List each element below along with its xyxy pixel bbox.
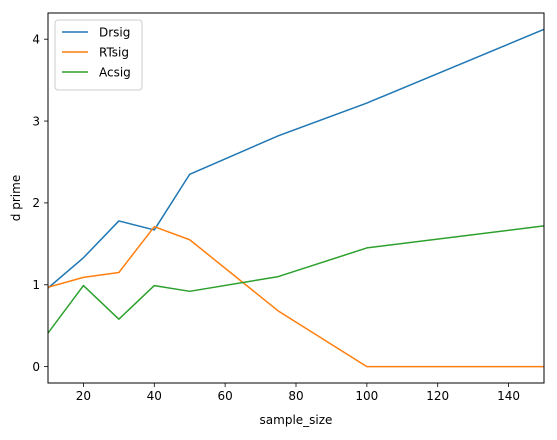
y-tick-label: 1 [32, 278, 40, 292]
x-tick-label: 40 [147, 389, 162, 403]
y-axis-label: d prime [9, 175, 23, 221]
legend-label-rtsig: RTsig [99, 46, 129, 60]
series-line-acsig [48, 225, 544, 334]
x-tick-label: 20 [76, 389, 91, 403]
x-tick-label: 100 [355, 389, 378, 403]
y-tick-label: 4 [32, 32, 40, 46]
x-tick-label: 120 [426, 389, 449, 403]
legend-label-drsig: Drsig [99, 26, 130, 40]
series-layer [48, 28, 544, 368]
y-tick-label: 3 [32, 114, 40, 128]
legend-label-acsig: Acsig [99, 66, 131, 80]
y-tick-label: 2 [32, 196, 40, 210]
series-line-drsig [48, 28, 544, 289]
y-axis-ticks: 0 1 2 3 4 [32, 32, 48, 374]
x-tick-label: 60 [218, 389, 233, 403]
x-tick-label: 140 [497, 389, 520, 403]
legend: Drsig RTsig Acsig [54, 19, 143, 91]
x-axis-ticks: 20 40 60 80 100 120 140 [76, 383, 520, 403]
y-tick-label: 0 [32, 360, 40, 374]
x-tick-label: 80 [288, 389, 303, 403]
series-line-rtsig [48, 225, 544, 368]
x-axis-label: sample_size [260, 413, 333, 427]
